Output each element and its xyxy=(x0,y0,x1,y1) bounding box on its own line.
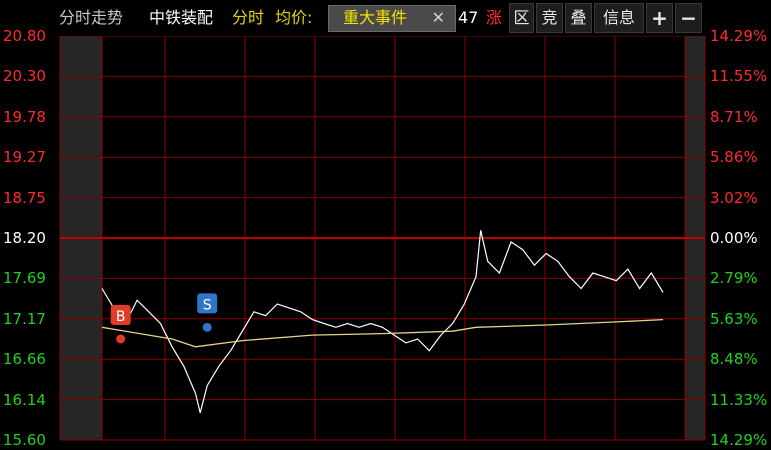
price-tick: 16.66 xyxy=(3,350,46,369)
percent-tick: 14.29% xyxy=(710,431,768,449)
percent-tick: 8.48% xyxy=(710,350,758,369)
price-tick: 19.78 xyxy=(3,107,46,126)
tab-auction[interactable]: 竞 xyxy=(536,3,563,33)
percent-tick: 5.86% xyxy=(710,148,758,167)
percent-tick: 11.33% xyxy=(710,390,768,409)
percent-tick: 2.79% xyxy=(710,269,758,288)
stock-name[interactable]: 中铁装配 xyxy=(149,8,214,27)
value-fragment: 47 xyxy=(458,8,479,27)
average-price-line xyxy=(101,318,664,348)
chart-header: 分时走势 中铁装配 分时 均价: 重大事件 ✕ 47 涨 区 竞 叠 信息 + … xyxy=(0,0,771,36)
tab-overlay[interactable]: 叠 xyxy=(565,3,592,33)
chart-grid xyxy=(59,35,706,441)
percent-tick: 11.55% xyxy=(710,67,768,86)
change-label: 涨 xyxy=(486,8,503,27)
buy-point[interactable] xyxy=(116,334,126,344)
close-icon[interactable]: ✕ xyxy=(431,8,445,27)
price-tick: 20.30 xyxy=(3,67,46,86)
tab-info[interactable]: 信息 xyxy=(594,3,644,33)
major-event-popup[interactable]: 重大事件 ✕ xyxy=(328,5,456,32)
price-tick: 17.69 xyxy=(3,269,46,288)
price-line xyxy=(101,230,664,413)
zoom-out-button[interactable]: − xyxy=(675,3,702,33)
sell-label: S xyxy=(203,297,212,313)
chart-title: 分时走势 xyxy=(59,8,124,27)
sell-marker[interactable]: S xyxy=(197,293,218,332)
buy-badge[interactable] xyxy=(110,305,131,325)
major-event-label[interactable]: 重大事件 xyxy=(343,8,408,27)
price-tick: 19.27 xyxy=(3,148,46,167)
tab-range[interactable]: 区 xyxy=(509,3,534,33)
chart-markers: BS xyxy=(110,293,218,344)
price-tick: 20.80 xyxy=(3,27,46,45)
percent-tick: 5.63% xyxy=(710,309,758,328)
percent-tick: 8.71% xyxy=(710,107,758,126)
price-tick: 16.14 xyxy=(3,390,46,409)
price-tick: 15.60 xyxy=(3,431,46,449)
sell-badge[interactable] xyxy=(197,293,218,314)
percent-tick: 0.00% xyxy=(710,229,758,247)
percent-tick: 14.29% xyxy=(710,27,768,45)
buy-label: B xyxy=(116,309,126,325)
zoom-in-button[interactable]: + xyxy=(646,3,673,33)
price-tick: 18.20 xyxy=(3,229,46,247)
sell-point[interactable] xyxy=(202,322,212,332)
avg-price-label: 均价: xyxy=(275,8,313,27)
buy-marker[interactable]: B xyxy=(110,305,131,344)
chart-lines xyxy=(101,230,664,413)
price-tick: 17.17 xyxy=(3,309,46,328)
price-tick: 18.75 xyxy=(3,188,46,207)
mode-label: 分时 xyxy=(232,8,265,27)
percent-tick: 3.02% xyxy=(710,188,758,207)
